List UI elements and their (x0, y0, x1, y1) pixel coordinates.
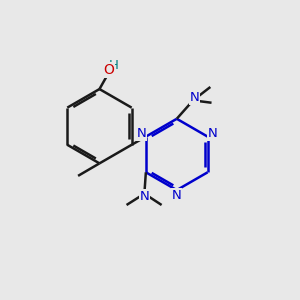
Text: N: N (140, 190, 149, 202)
Text: N: N (207, 128, 217, 140)
Text: N: N (136, 128, 146, 140)
Text: O: O (103, 63, 114, 77)
Text: N: N (172, 189, 182, 202)
Text: H: H (109, 59, 118, 72)
Text: N: N (190, 92, 200, 104)
